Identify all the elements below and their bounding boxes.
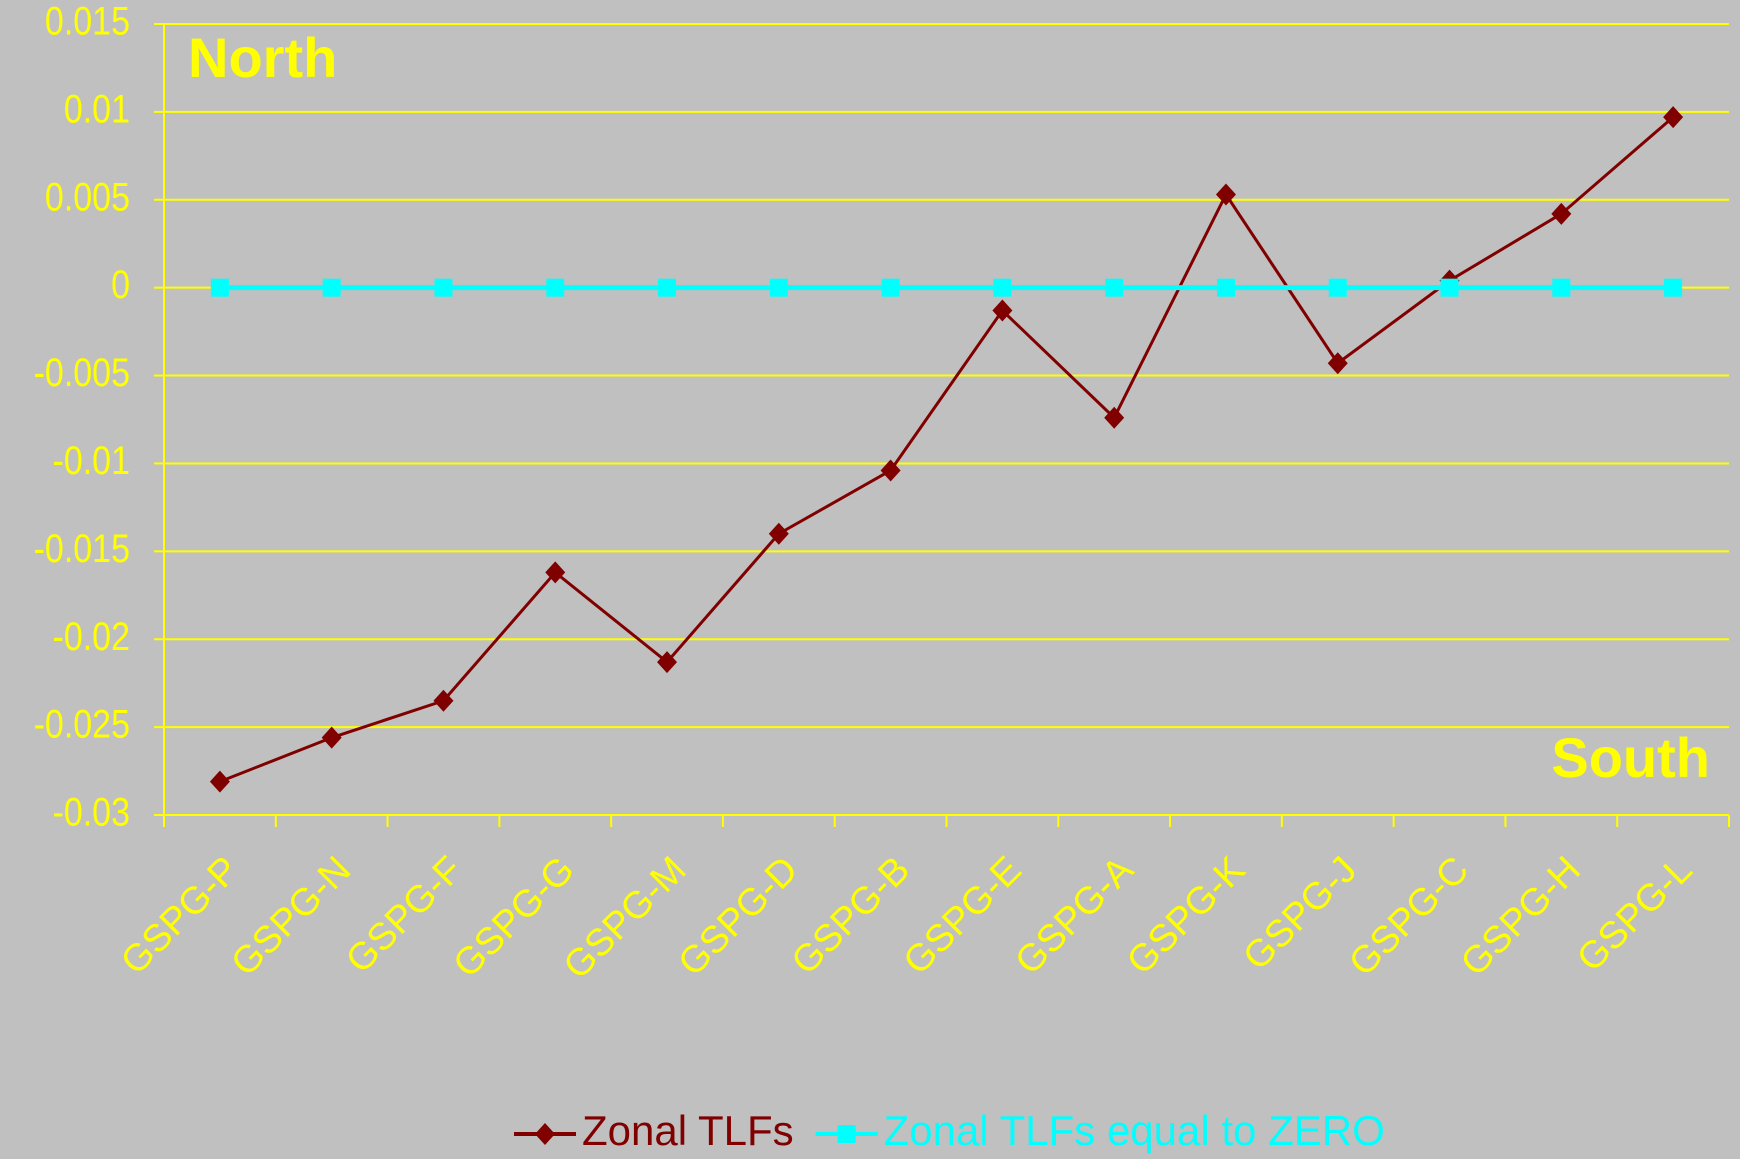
data-point [768, 522, 789, 545]
data-point [1440, 278, 1459, 297]
legend: Zonal TLFs Zonal TLFs equal to ZERO [514, 1107, 1385, 1154]
data-point [434, 278, 453, 297]
data-point [1663, 106, 1684, 129]
data-point [881, 278, 900, 297]
series-line [219, 116, 1675, 783]
data-point [1551, 202, 1572, 225]
data-point [658, 278, 677, 297]
data-point [1552, 278, 1571, 297]
data-point [657, 651, 678, 674]
legend-marker [535, 1123, 555, 1145]
y-tick-label: -0.01 [53, 437, 130, 482]
y-tick-label: 0.015 [45, 0, 130, 43]
y-tick-label: 0.005 [45, 174, 130, 219]
data-point [1105, 278, 1124, 297]
annotation: South [1551, 726, 1710, 789]
data-point [769, 278, 788, 297]
y-tick-label: 0.01 [64, 86, 130, 131]
data-point [546, 278, 565, 297]
data-point [1327, 352, 1348, 375]
y-tick-label: -0.03 [53, 789, 130, 834]
data-point [433, 689, 454, 712]
y-tick-label: -0.02 [53, 613, 130, 658]
legend-label: Zonal TLFs [582, 1107, 794, 1154]
data-point [880, 459, 901, 482]
y-tick-label: -0.005 [34, 349, 130, 394]
data-point [1215, 183, 1236, 206]
data-point [545, 561, 566, 584]
data-point [322, 278, 341, 297]
data-point [1328, 278, 1347, 297]
data-point [992, 299, 1013, 322]
legend-marker [837, 1125, 856, 1143]
data-point [1104, 406, 1125, 429]
legend-label: Zonal TLFs equal to ZERO [884, 1107, 1385, 1154]
annotation: North [188, 26, 337, 89]
data-point [209, 770, 230, 793]
data-point [993, 278, 1012, 297]
data-point [1664, 278, 1683, 297]
data-point [210, 278, 229, 297]
data-point [321, 726, 342, 749]
y-tick-label: 0 [111, 262, 130, 307]
y-tick-label: -0.025 [34, 701, 130, 746]
y-tick-label: -0.015 [34, 525, 130, 570]
data-point [1216, 278, 1235, 297]
